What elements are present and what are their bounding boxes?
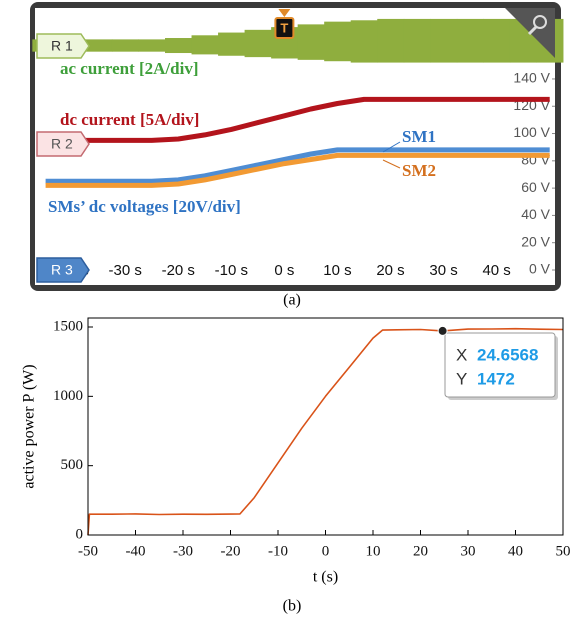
ac-band: [351, 20, 378, 62]
x-tick-label: 20 s: [376, 262, 404, 279]
y-tick-label: 40 V: [521, 206, 550, 222]
ac-band: [192, 35, 219, 54]
x-tick-label: 30 s: [429, 262, 457, 279]
x-tick-label: 0: [322, 543, 330, 559]
x-tick-label: 50: [556, 543, 571, 559]
x-tick-label: -10: [268, 543, 288, 559]
datatip-point: [438, 326, 447, 335]
channel-label: R 1: [51, 38, 73, 54]
y-tick-label: 0 V: [529, 261, 551, 277]
ac-band: [483, 19, 510, 63]
datatip-x: 24.6568: [477, 345, 538, 364]
series-label: dc current [5A/div]: [60, 110, 199, 129]
ac-band: [457, 19, 484, 63]
page: {"chart_data": [ {"type": "line", "x": […: [0, 0, 584, 624]
caption: (b): [283, 598, 302, 615]
y-tick-label: 140 V: [513, 70, 550, 86]
series-label: SM2: [402, 161, 436, 180]
x-tick-label: 10 s: [323, 262, 351, 279]
y-tick-label: 20 V: [521, 233, 550, 249]
ac-band: [430, 19, 457, 63]
x-tick-label: -40: [126, 543, 146, 559]
datatip-y-name: Y: [456, 369, 467, 388]
ac-band: [218, 33, 245, 56]
x-tick-label: 10: [366, 543, 381, 559]
x-tick-label: -50: [78, 543, 98, 559]
series-label: ac current [2A/div]: [60, 59, 199, 78]
ac-band: [112, 39, 139, 51]
x-tick-label: 0 s: [274, 262, 294, 279]
x-tick-label: -10 s: [215, 262, 248, 279]
ac-band: [404, 19, 431, 63]
series-label: SM1: [402, 127, 436, 146]
y-tick-label: 60 V: [521, 179, 550, 195]
x-tick-label: -20: [221, 543, 241, 559]
y-tick-label: 500: [61, 457, 84, 473]
x-tick-label: 30: [461, 543, 476, 559]
channel-label: R 2: [51, 136, 73, 152]
ac-band: [138, 39, 165, 51]
x-tick-label: 40: [508, 543, 523, 559]
channel-label: R 3: [51, 262, 73, 278]
datatip-y: 1472: [477, 369, 515, 388]
x-tick-label: 40 s: [482, 262, 510, 279]
x-axis-label: t (s): [313, 569, 338, 586]
x-tick-label: -30 s: [109, 262, 142, 279]
y-tick-label: 100 V: [513, 124, 550, 140]
y-tick-label: 1500: [53, 318, 83, 334]
y-tick-label: 0: [76, 526, 84, 542]
x-tick-label: -20 s: [162, 262, 195, 279]
ac-band: [324, 22, 351, 62]
ac-band: [165, 38, 192, 53]
annotation: SMs’ dc voltages [20V/div]: [48, 197, 241, 216]
datatip-x-name: X: [456, 345, 467, 364]
caption: (a): [283, 292, 301, 309]
trigger-label: T: [280, 20, 288, 35]
x-tick-label: 20: [413, 543, 428, 559]
ac-band: [245, 30, 272, 57]
x-tick-label: -30: [173, 543, 193, 559]
ac-band: [377, 19, 404, 63]
y-tick-label: 1000: [53, 388, 83, 404]
y-axis-label: active power P (W): [21, 364, 38, 488]
ac-band: [298, 24, 325, 59]
figure: (a) (b) -40 s-30 s-20 s-10 s0 s10 s20 s3…: [0, 0, 584, 624]
